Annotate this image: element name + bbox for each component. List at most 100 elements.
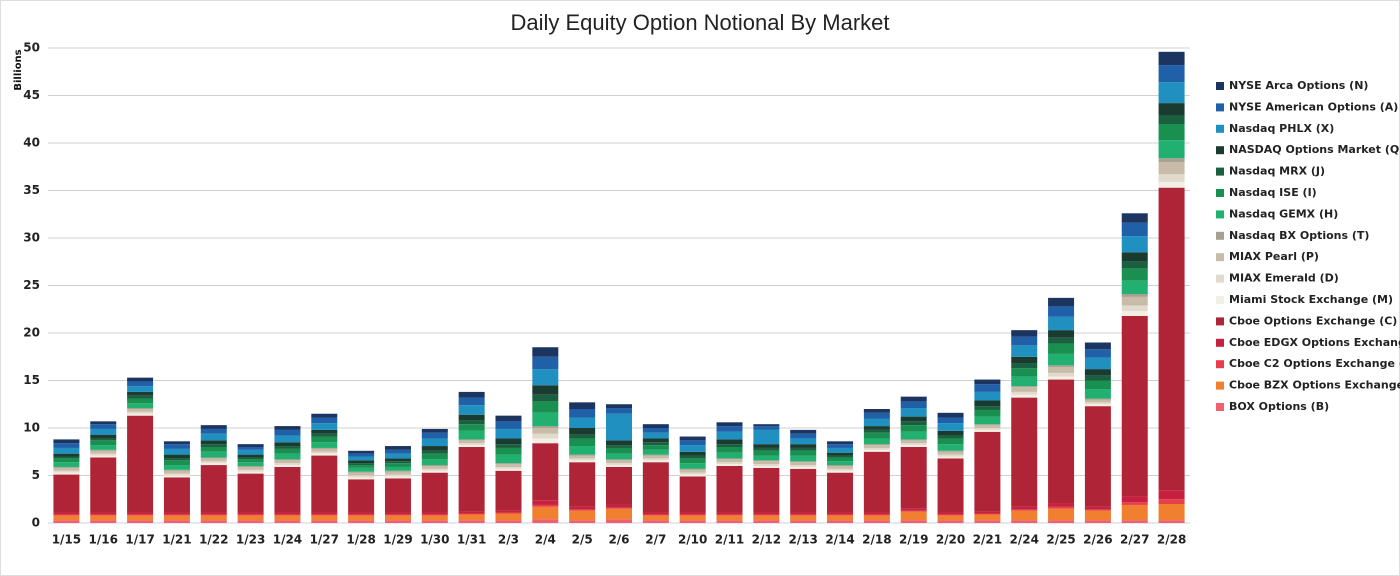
bar-segment — [1121, 305, 1148, 312]
bar-segment — [237, 466, 264, 467]
bar-segment — [311, 447, 338, 449]
bar-segment — [606, 447, 632, 454]
bar-segment — [900, 431, 927, 440]
bar-segment — [900, 447, 927, 509]
bar-segment — [495, 466, 522, 469]
bar-segment — [716, 444, 743, 447]
legend-swatch — [1216, 103, 1224, 112]
bar-segment — [679, 445, 706, 452]
bar-segment — [274, 460, 301, 464]
x-tick-label: 2/27 — [1120, 533, 1149, 547]
bar-segment — [569, 428, 596, 435]
bar-segment — [790, 466, 817, 469]
bar-segment — [458, 511, 485, 514]
bar-segment — [974, 429, 1001, 432]
bar-segment — [458, 520, 485, 523]
bar-segment — [900, 440, 927, 444]
bar-segment — [237, 459, 264, 463]
bar-segment — [1121, 213, 1148, 223]
bar-segment — [606, 507, 632, 509]
bar-segment — [458, 397, 485, 406]
bar-segment — [274, 442, 301, 447]
bar-segment — [127, 398, 154, 404]
bar-segment — [311, 433, 338, 437]
bar-segment — [384, 474, 411, 477]
bar-segment — [716, 464, 743, 466]
bar-segment — [384, 446, 411, 450]
bar-segment — [532, 428, 559, 434]
bar-segment — [716, 466, 743, 513]
x-tick-label: 2/25 — [1046, 533, 1075, 547]
bar-segment — [679, 474, 706, 477]
bar-segment — [642, 512, 669, 515]
x-tick-label: 2/4 — [535, 533, 556, 547]
bar-segment — [163, 469, 190, 471]
bar-segment — [753, 461, 780, 465]
bar-segment — [642, 515, 669, 521]
bar-segment — [1084, 349, 1111, 358]
bar-segment — [1121, 222, 1148, 237]
bar-segment — [827, 470, 854, 473]
bar-segment — [274, 448, 301, 454]
bar-segment — [348, 460, 375, 464]
bar-segment — [863, 520, 890, 523]
y-tick-label: 35 — [23, 183, 40, 197]
legend-swatch — [1216, 317, 1224, 326]
bar-segment — [90, 515, 117, 521]
bar-segment — [642, 462, 669, 513]
bar-segment — [1084, 510, 1111, 521]
bar-segment — [348, 467, 375, 472]
bar-segment — [827, 466, 854, 469]
bar-segment — [200, 461, 227, 464]
bar-segment — [348, 450, 375, 454]
bar-segment — [716, 520, 743, 523]
bar-segment — [679, 436, 706, 441]
bar-segment — [900, 439, 927, 441]
bar-segment — [163, 473, 190, 476]
bar-segment — [679, 515, 706, 521]
bar-segment — [1158, 490, 1185, 500]
legend-label: Cboe BZX Options Exchange (Z) — [1229, 379, 1400, 392]
legend-label: Cboe Options Exchange (C) — [1229, 314, 1397, 327]
bar-segment — [127, 395, 154, 399]
bar-segment — [1084, 389, 1111, 399]
bar-segment — [1121, 268, 1148, 281]
bar-segment — [606, 504, 632, 508]
bar-segment — [974, 416, 1001, 425]
bar-segment — [127, 415, 154, 513]
bar-segment — [827, 447, 854, 453]
bar-segment — [1084, 506, 1111, 510]
bar-segment — [642, 442, 669, 446]
bar-segment — [495, 421, 522, 429]
bar-segment — [200, 512, 227, 515]
bar-segment — [1048, 367, 1075, 373]
legend-label: Cboe EDGX Options Exchange (E) — [1229, 336, 1400, 349]
bar-segment — [1048, 503, 1075, 507]
x-tick-label: 1/30 — [420, 533, 449, 547]
bar-segment — [1121, 311, 1148, 316]
bar-segment — [1011, 509, 1038, 511]
bar-segment — [790, 512, 817, 515]
bar-segment — [716, 426, 743, 432]
legend-swatch — [1216, 189, 1224, 197]
bar-segment — [1084, 380, 1111, 390]
bar-segment — [495, 464, 522, 467]
bar-segment — [532, 426, 559, 428]
bar-segment — [384, 470, 411, 472]
bar-segment — [606, 445, 632, 448]
bar-segment — [384, 461, 411, 464]
bar-segment — [937, 512, 964, 515]
bar-segment — [532, 385, 559, 395]
bar-segment — [753, 515, 780, 521]
bar-segment — [569, 438, 596, 447]
legend-label: NYSE Arca Options (N) — [1229, 79, 1368, 92]
bar-segment — [384, 512, 411, 515]
bar-segment — [348, 515, 375, 521]
bar-segment — [569, 460, 596, 463]
bar-segment — [1121, 315, 1148, 497]
bar-segment — [1084, 369, 1111, 376]
bar-segment — [1121, 294, 1148, 297]
bar-segment — [1121, 504, 1148, 521]
bar-segment — [569, 520, 596, 523]
